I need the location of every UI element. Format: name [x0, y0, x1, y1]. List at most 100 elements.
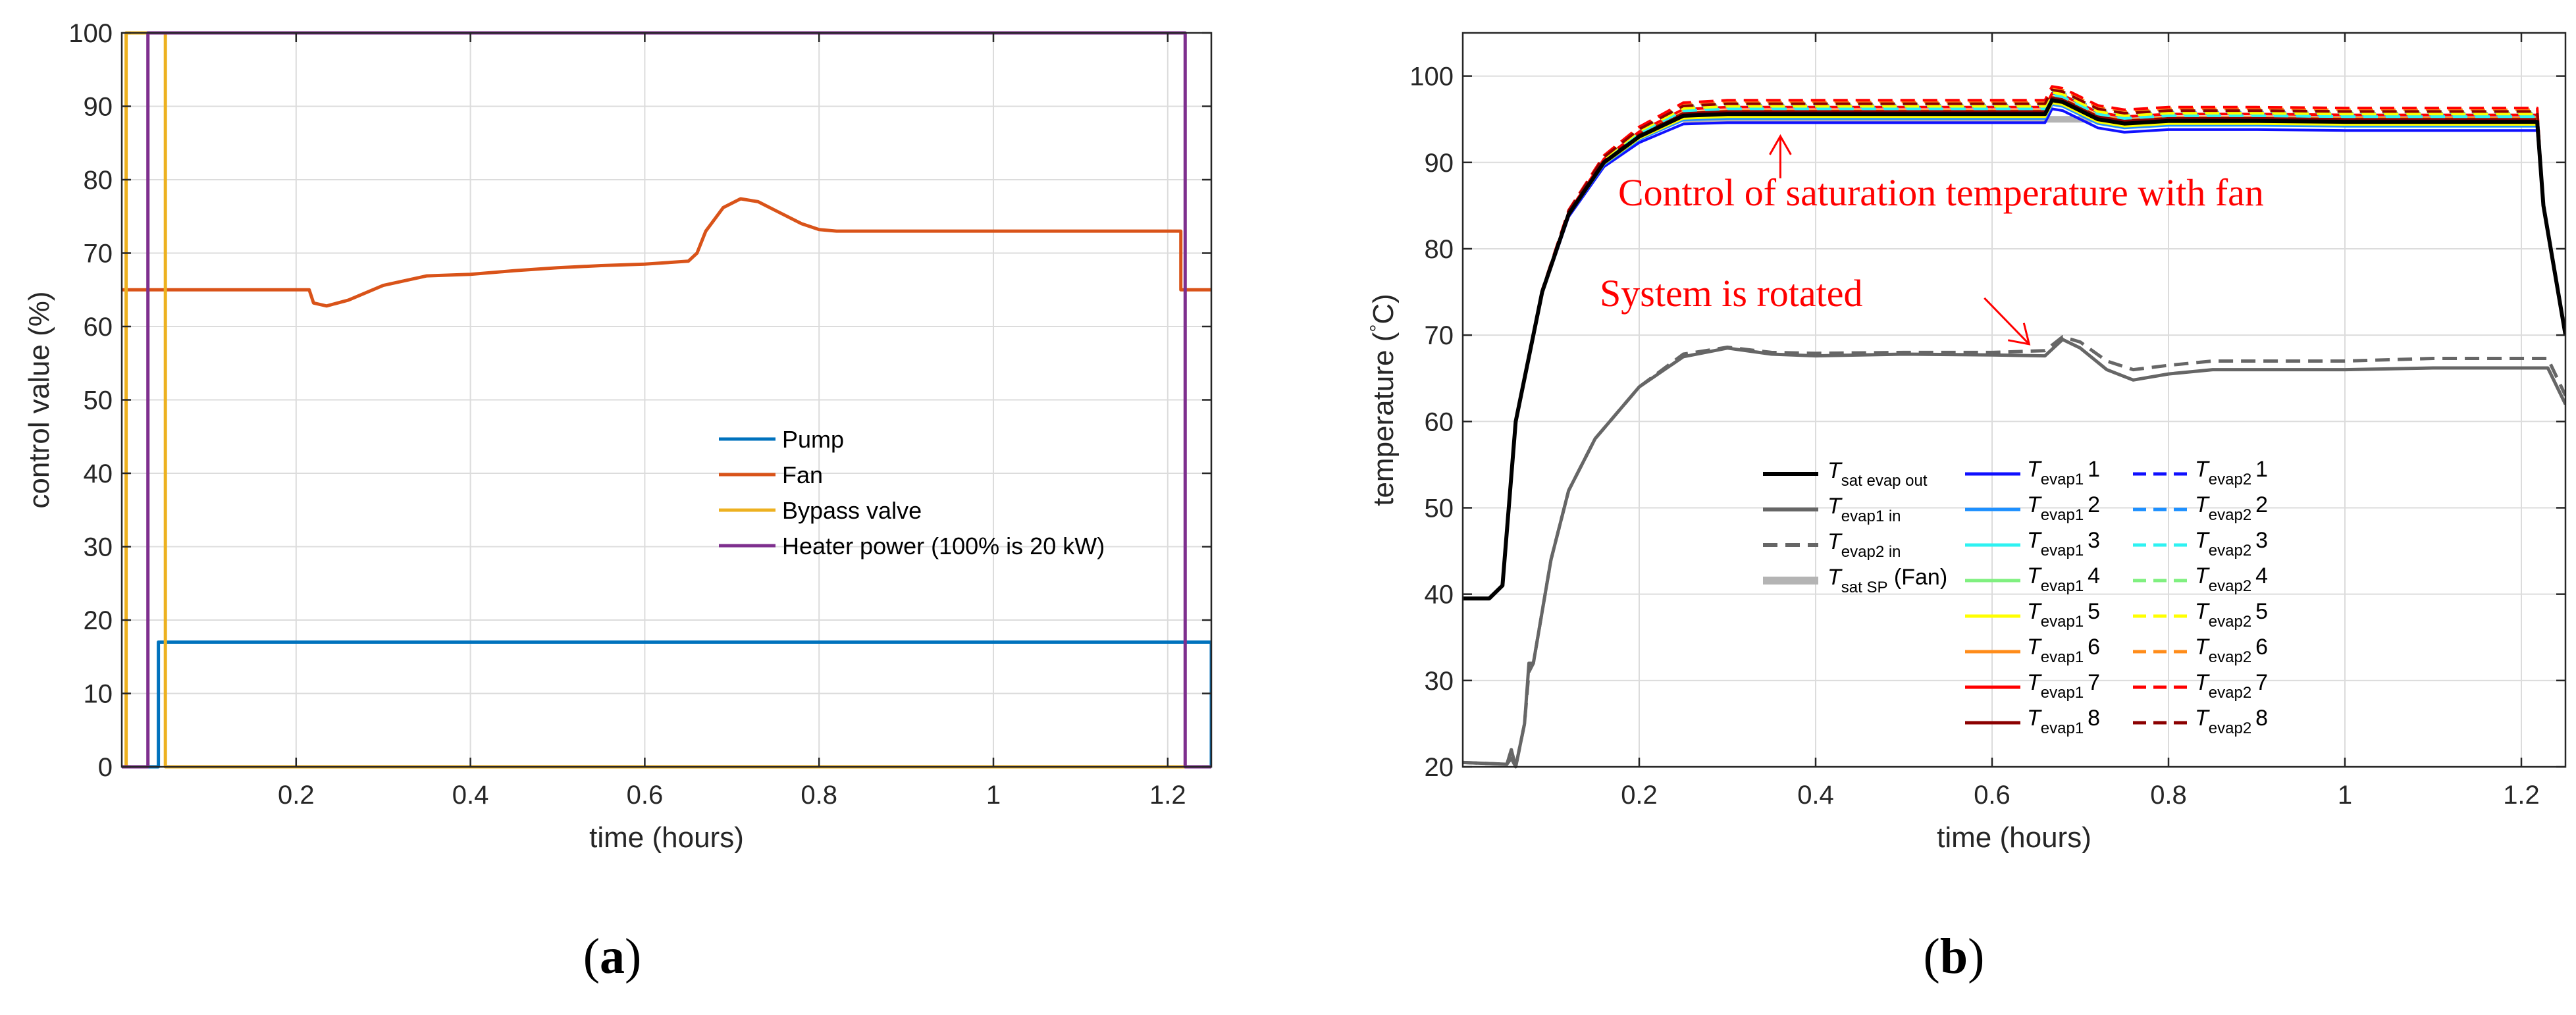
x-tick-label: 1.2 — [2503, 781, 2540, 810]
legend-label-subscript: evap1 — [2041, 613, 2084, 631]
panel-label-close: ) — [1968, 929, 1984, 984]
y-tick-label: 50 — [1425, 494, 1454, 523]
legend-label-number: 6 — [2088, 635, 2100, 660]
legend-label-evap2: Tevap2 4 — [2195, 563, 2268, 595]
legend-label: Heater power (100% is 20 kW) — [782, 533, 1105, 560]
legend-label-subscript: evap2 — [2209, 613, 2251, 631]
y-axis-label-unit: C) — [1367, 294, 1400, 324]
legend-label-evap1: Tevap1 8 — [2027, 706, 2100, 737]
legend-label-number: 2 — [2255, 492, 2268, 517]
legend-label-symbol: T — [2027, 599, 2042, 624]
grid — [122, 32, 1211, 768]
y-tick-label: 60 — [84, 313, 113, 342]
legend-label-evap2: Tevap2 1 — [2195, 457, 2268, 488]
x-axis-label: time (hours) — [589, 821, 744, 854]
legend-label-symbol: T — [2027, 528, 2042, 553]
legend-label-evap1: Tevap1 2 — [2027, 492, 2100, 524]
legend-label-evap1: Tevap1 1 — [2027, 457, 2100, 488]
legend-label-subscript: evap1 — [2041, 719, 2084, 737]
legend-label-subscript: evap2 — [2209, 577, 2251, 595]
series-line-evap1-in — [1463, 338, 2565, 769]
y-tick-label: 80 — [84, 166, 113, 195]
chart-b: 0.2 0.4 0.6 0.8 1 1.2 20 30 40 50 60 70 80 90 100 time … — [1367, 32, 2567, 984]
legend-label-symbol: T — [2027, 706, 2042, 731]
panel-label-open: ( — [583, 929, 600, 984]
legend-label-number: 4 — [2255, 563, 2268, 588]
legend-label-evap2: Tevap2 2 — [2195, 492, 2268, 524]
legend-label-number: 7 — [2088, 670, 2100, 695]
legend-label-number: 3 — [2255, 528, 2268, 553]
legend-label-subscript: evap2 — [2209, 719, 2251, 737]
legend-label-subscript: evap1 — [2041, 684, 2084, 702]
y-tick-label: 90 — [1425, 149, 1454, 178]
y-axis-label-main: temperature ( — [1367, 332, 1400, 506]
legend-label-symbol: T — [2195, 563, 2210, 588]
panel-label-open: ( — [1924, 929, 1940, 984]
legend-label-number: 6 — [2255, 635, 2268, 660]
legend-label-symbol: T — [1827, 565, 1843, 590]
y-tick-label: 10 — [84, 680, 113, 709]
chart-a: 0.2 0.4 0.6 0.8 1 1.2 0 10 20 30 40 50 60 70 80 90 100 ti… — [23, 19, 1213, 984]
legend-label-subscript: evap2 — [2209, 471, 2251, 488]
legend-label-evap1: Tevap1 6 — [2027, 635, 2100, 666]
x-tick-label: 1 — [2338, 781, 2352, 810]
y-tick-label: 80 — [1425, 235, 1454, 264]
legend-label-symbol: T — [2195, 528, 2210, 553]
series-group — [1463, 85, 2565, 769]
x-tick-label: 1 — [986, 781, 1001, 810]
legend-label-evap1: Tevap1 3 — [2027, 528, 2100, 560]
legend-label-evap2: Tevap2 8 — [2195, 706, 2268, 737]
legend-label-evap1: Tevap1 5 — [2027, 599, 2100, 631]
legend-label-number: 7 — [2255, 670, 2268, 695]
legend-label-symbol: T — [2195, 492, 2210, 517]
legend-label-subscript: evap2 — [2209, 506, 2251, 524]
y-tick-label: 100 — [68, 19, 113, 48]
legend-label-subscript: sat SP — [1841, 579, 1888, 596]
legend-label-symbol: T — [2195, 706, 2210, 731]
annotation-arrowhead — [2008, 323, 2031, 346]
ticks: 0.2 0.4 0.6 0.8 1 1.2 20 30 40 50 60 70 80 90 100 — [1409, 33, 2565, 810]
x-tick-label: 0.2 — [1621, 781, 1658, 810]
y-tick-label: 70 — [1425, 321, 1454, 350]
x-tick-label: 0.6 — [1974, 781, 2011, 810]
x-tick-label: 0.8 — [2150, 781, 2187, 810]
x-tick-label: 0.8 — [801, 781, 837, 810]
legend-label-subscript: evap2 — [2209, 542, 2251, 560]
legend-label-number: 5 — [2255, 599, 2268, 624]
legend-label-subscript: evap2 in — [1841, 543, 1901, 561]
legend-label-evap2: Tevap2 5 — [2195, 599, 2268, 631]
legend-label-symbol: T — [2027, 670, 2042, 695]
legend-label-evap1: Tevap1 7 — [2027, 670, 2100, 702]
legend-label-symbol: T — [2027, 635, 2042, 660]
y-tick-label: 0 — [98, 753, 113, 782]
legend-label-subscript: evap2 — [2209, 648, 2251, 666]
ticks: 0.2 0.4 0.6 0.8 1 1.2 0 10 20 30 40 50 60 70 80 90 100 — [68, 19, 1211, 810]
legend-label: Tsat evap out — [1827, 458, 1928, 490]
legend-label-symbol: T — [1827, 494, 1843, 519]
y-tick-label: 100 — [1409, 63, 1454, 91]
legend-label-symbol: T — [2195, 599, 2210, 624]
legend-label-evap2: Tevap2 7 — [2195, 670, 2268, 702]
y-axis-label-degree: ° — [1367, 325, 1388, 332]
legend-label-number: 2 — [2088, 492, 2100, 517]
series-line-fan — [122, 197, 1211, 308]
annotation-text: Control of saturation temperature with f… — [1618, 171, 2264, 214]
y-tick-label: 20 — [84, 606, 113, 635]
legend-label-number: 3 — [2088, 528, 2100, 553]
legend-label-subscript: evap1 — [2041, 471, 2084, 488]
legend-label-symbol: T — [2195, 670, 2210, 695]
legend-label-evap1: Tevap1 4 — [2027, 563, 2100, 595]
legend-label-number: 8 — [2088, 706, 2100, 731]
legend-label-subscript: evap1 in — [1841, 508, 1901, 525]
legend-label-suffix: (Fan) — [1887, 565, 1947, 590]
legend-label: Fan — [782, 461, 823, 488]
legend-label-subscript: evap1 — [2041, 542, 2084, 560]
x-tick-label: 1.2 — [1149, 781, 1186, 810]
legend-label: Pump — [782, 426, 844, 453]
legend-label-number: 8 — [2255, 706, 2268, 731]
y-axis-label: temperature (°C) — [1367, 294, 1400, 506]
x-tick-label: 0.4 — [452, 781, 489, 810]
legend-label: Tsat SP (Fan) — [1827, 565, 1947, 596]
y-tick-label: 30 — [1425, 667, 1454, 696]
x-tick-label: 0.4 — [1797, 781, 1834, 810]
